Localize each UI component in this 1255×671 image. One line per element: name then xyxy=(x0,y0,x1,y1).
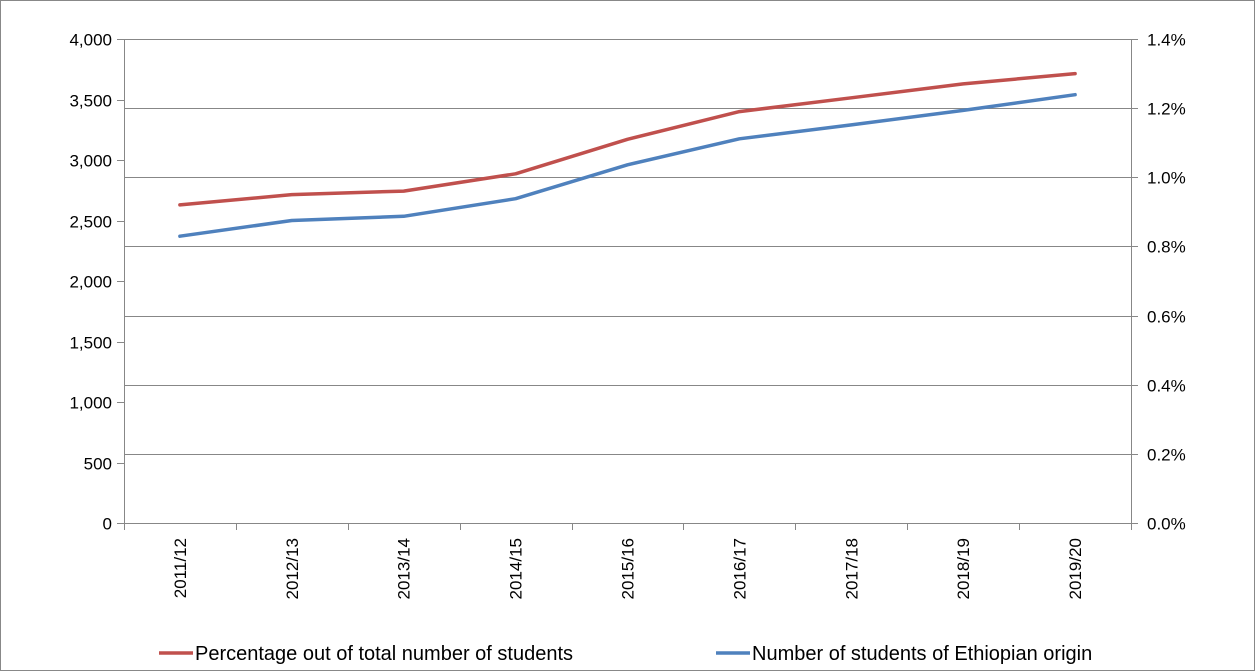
right-tick-label: 0.2% xyxy=(1147,446,1186,465)
series-line-1 xyxy=(178,71,1077,207)
left-tick-label: 1,500 xyxy=(69,334,112,353)
x-tick-label: 2014/15 xyxy=(507,538,526,599)
right-tick-label: 1.2% xyxy=(1147,100,1186,119)
left-tick-label: 2,500 xyxy=(69,213,112,232)
x-tick-label: 2019/20 xyxy=(1066,538,1085,599)
left-tick-label: 0 xyxy=(103,515,112,534)
left-tick-label: 3,000 xyxy=(69,152,112,171)
x-tick-label: 2018/19 xyxy=(954,538,973,599)
right-tick-label: 1.0% xyxy=(1147,169,1186,188)
series-line-2 xyxy=(178,92,1077,238)
left-tick-label: 4,000 xyxy=(69,31,112,50)
x-tick-label: 2012/13 xyxy=(283,538,302,599)
left-axis-tick-labels: 0 500 1,000 1,500 2,000 2,500 3,000 3,500 4,000 xyxy=(69,31,112,534)
right-axis-tick-labels: 0.0% 0.2% 0.4% 0.6% 0.8% 1.0% 1.2% 1.4% xyxy=(1147,31,1186,534)
right-tick-label: 1.4% xyxy=(1147,31,1186,50)
left-tick-label: 3,500 xyxy=(69,92,112,111)
series-lines xyxy=(178,71,1077,238)
left-tick-label: 500 xyxy=(84,455,112,474)
x-tick-label: 2011/12 xyxy=(171,538,190,598)
right-tick-label: 0.4% xyxy=(1147,377,1186,396)
legend-label-2: Number of students of Ethiopian origin xyxy=(752,643,1092,665)
legend: Percentage out of total number of studen… xyxy=(159,643,1092,665)
x-tick-label: 2013/14 xyxy=(395,538,414,599)
right-tick-label: 0.6% xyxy=(1147,308,1186,327)
legend-label-1: Percentage out of total number of studen… xyxy=(195,643,573,665)
right-tick-label: 0.8% xyxy=(1147,238,1186,257)
x-axis-tick-labels: 2011/12 2012/13 2013/14 2014/15 2015/16 2016/… xyxy=(171,538,1085,599)
gridlines xyxy=(124,39,1131,455)
left-tick-label: 1,000 xyxy=(69,394,112,413)
x-tick-label: 2015/16 xyxy=(619,538,638,599)
x-tick-label: 2016/17 xyxy=(730,538,749,599)
left-tick-label: 2,000 xyxy=(69,273,112,292)
x-tick-label: 2017/18 xyxy=(842,538,861,599)
axes xyxy=(117,39,1138,530)
right-tick-label: 0.0% xyxy=(1147,515,1186,534)
